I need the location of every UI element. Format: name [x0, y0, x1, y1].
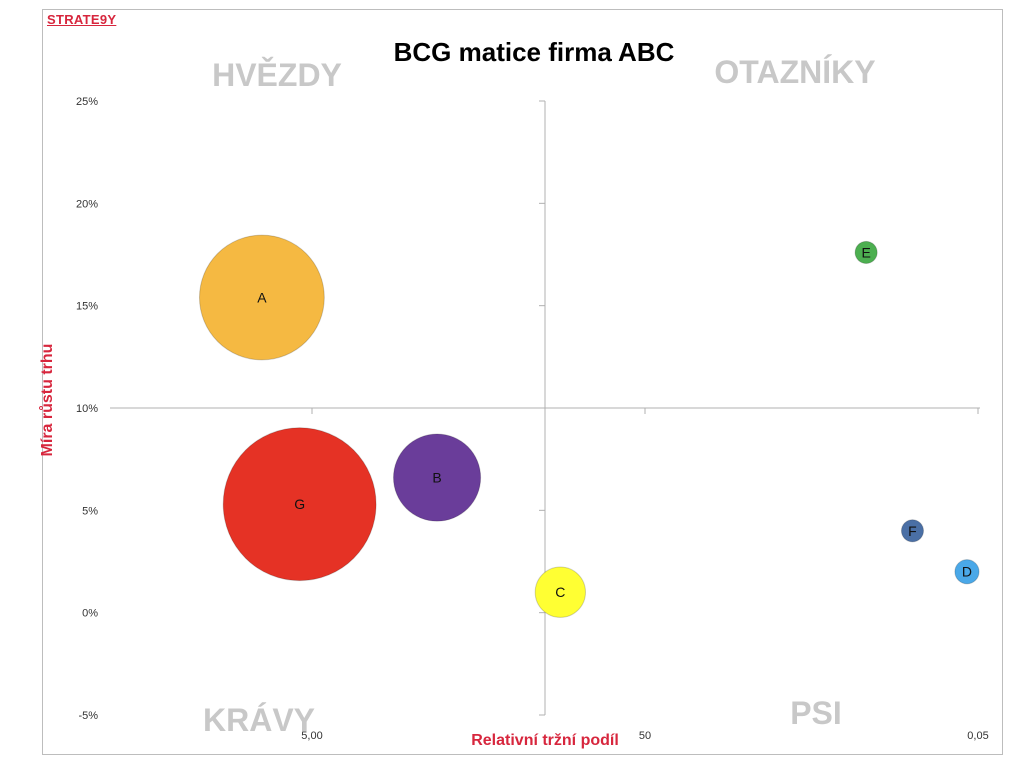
quadrant-label-stars: HVĚZDY: [212, 57, 342, 93]
bubble-a: [198, 234, 325, 361]
brand-logo: STRATE9Y: [47, 12, 117, 27]
x-tick-label: 0,05: [967, 730, 988, 742]
x-tick-label: 5,00: [301, 730, 322, 742]
y-axis-label: Míra růstu trhu: [39, 344, 56, 457]
y-tick-label: 20%: [76, 198, 98, 210]
y-tick-label: -5%: [78, 710, 98, 722]
bubble-b: [392, 433, 482, 522]
bubbles-layer: [198, 234, 980, 618]
text-layer: -5% 0% 5% 10% 15% 20% 25% 5,00 50 0,05 HVĚZDY OTAZN…: [39, 37, 989, 749]
x-axis-label: Relativní tržní podíl: [471, 732, 619, 749]
bubble-label-a: A: [257, 289, 267, 305]
x-tick-label: 50: [639, 730, 651, 742]
bubble-label-g: G: [294, 496, 305, 512]
bubble-label-d: D: [962, 564, 972, 580]
bubble-g: [222, 427, 377, 582]
bubble-label-e: E: [861, 244, 870, 260]
bubble-d: [954, 559, 980, 585]
bubble-label-f: F: [908, 523, 917, 539]
y-tick-label: 15%: [76, 301, 98, 313]
bubble-e: [854, 240, 878, 264]
bubble-label-b: B: [432, 470, 441, 486]
y-tick-label: 5%: [82, 505, 98, 517]
chart-frame: [42, 9, 1003, 755]
quadrant-label-question-marks: OTAZNÍKY: [714, 54, 875, 90]
chart-axes: [110, 100, 980, 716]
y-tick-label: 25%: [76, 96, 98, 108]
quadrant-label-cash-cows: KRÁVY: [203, 702, 315, 738]
y-tick-label: 10%: [76, 403, 98, 415]
bubble-label-c: C: [555, 584, 565, 600]
bubble-f: [900, 519, 924, 543]
chart-title: BCG matice firma ABC: [394, 37, 675, 67]
quadrant-label-dogs: PSI: [790, 695, 842, 731]
bubble-c: [534, 566, 586, 618]
y-tick-label: 0%: [82, 608, 98, 620]
